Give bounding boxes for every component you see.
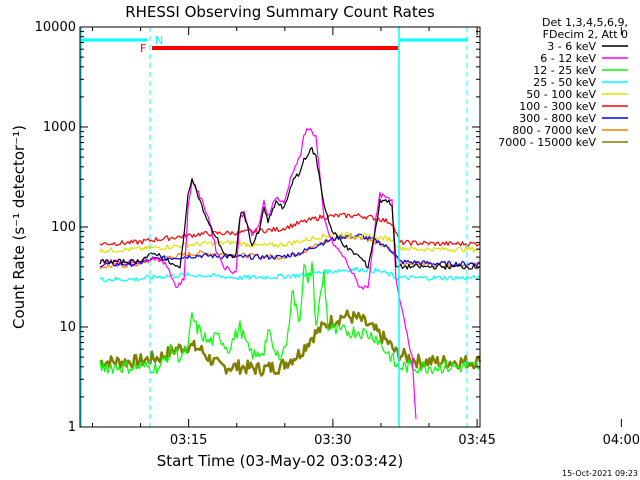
y-tick-label: 100	[51, 220, 76, 235]
legend-entry-label: 50 - 100 keV	[526, 88, 596, 101]
x-tick-label: 03:15	[170, 433, 207, 448]
series-line	[99, 309, 482, 377]
y-tick-label: 10000	[35, 20, 76, 35]
series-group	[99, 128, 482, 420]
series-line	[99, 212, 481, 247]
x-axis-label: Start Time (03-May-02 03:03:42)	[157, 452, 403, 470]
series-line	[99, 147, 481, 270]
flare-flag-label: F	[140, 42, 146, 55]
legend: Det 1,3,4,5,6,9, FDecim 2, Att 0 3 - 6 k…	[498, 16, 628, 149]
saa-flag-label: N	[155, 34, 163, 47]
legend-entry-label: 3 - 6 keV	[547, 40, 596, 53]
legend-entry-label: 300 - 800 keV	[519, 112, 596, 125]
y-tick-label: 1000	[43, 120, 76, 135]
y-tick-label: 1	[68, 420, 76, 435]
flags-group: NF	[80, 27, 468, 427]
series-line	[99, 261, 481, 375]
legend-header-1: Det 1,3,4,5,6,9,	[542, 16, 628, 29]
series-line	[99, 233, 481, 268]
chart-title: RHESSI Observing Summary Count Rates	[125, 3, 435, 21]
y-tick-label: 10	[59, 320, 76, 335]
legend-entry-label: 25 - 50 keV	[533, 76, 596, 89]
legend-header-2: FDecim 2, Att 0	[543, 28, 628, 41]
series-line	[99, 231, 481, 254]
legend-entry-label: 12 - 25 keV	[533, 64, 596, 77]
series-line	[99, 128, 417, 420]
x-tick-label: 03:45	[458, 433, 495, 448]
legend-entry-label: 6 - 12 keV	[540, 52, 596, 65]
legend-entry-label: 100 - 300 keV	[519, 100, 596, 113]
series-line	[99, 266, 481, 283]
y-axis: 1 10 100 1000 10000	[35, 20, 480, 435]
timestamp: 15-Oct-2021 09:23	[562, 469, 638, 478]
legend-entry-label: 7000 - 15000 keV	[498, 136, 596, 149]
x-tick-label: 04:00	[603, 433, 640, 448]
legend-entry-label: 800 - 7000 keV	[512, 124, 596, 137]
x-tick-label: 03:30	[314, 433, 351, 448]
y-axis-label: Count Rate (s⁻¹ detector⁻¹)	[10, 125, 28, 329]
